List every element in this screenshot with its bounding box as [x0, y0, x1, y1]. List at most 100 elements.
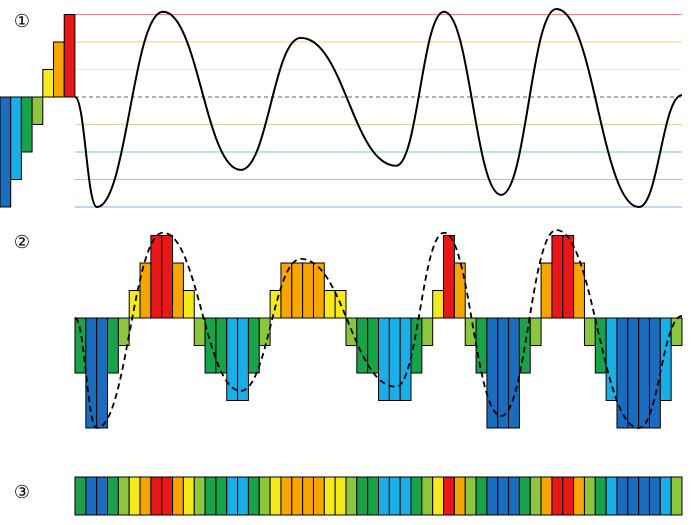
symbol-bar [583, 317, 596, 346]
symbol-cell [117, 476, 130, 516]
symbol-cell [562, 476, 575, 516]
symbol-cell [529, 476, 542, 516]
symbol-cell [616, 476, 629, 516]
step-label: ① [14, 11, 30, 32]
symbol-cell [367, 476, 379, 516]
symbol-bar [117, 317, 130, 346]
symbol-bar [302, 262, 314, 319]
symbol-bar [193, 317, 206, 346]
symbol-cell [85, 476, 98, 516]
symbol-bar [291, 262, 304, 319]
symbol-bar [258, 317, 271, 346]
symbol-cell [323, 476, 336, 516]
symbol-bar [432, 290, 445, 319]
symbol-cell [540, 476, 553, 516]
symbol-cell [107, 476, 119, 516]
symbol-bar [247, 317, 260, 374]
symbol-cell [280, 476, 293, 516]
signal-curve-dashed [74, 229, 683, 429]
symbol-cell [627, 476, 640, 516]
symbol-cell [96, 476, 109, 516]
level-bar [63, 14, 76, 98]
symbol-bar [367, 317, 379, 374]
symbol-bar [475, 317, 488, 374]
level-bar [31, 96, 44, 125]
symbol-cell [269, 476, 282, 516]
symbol-cell [150, 476, 163, 516]
symbol-bar [378, 317, 390, 401]
symbol-cell [139, 476, 152, 516]
symbol-cell [583, 476, 596, 516]
symbol-cell [237, 476, 249, 516]
symbol-bar [453, 262, 466, 319]
symbol-bar [182, 290, 195, 319]
symbol-bar [128, 290, 141, 319]
symbol-cell [518, 476, 531, 516]
symbol-cell [399, 476, 412, 516]
symbol-bar [605, 317, 618, 401]
symbol-cell [182, 476, 195, 516]
symbol-cell [215, 476, 228, 516]
symbol-bar [594, 317, 607, 374]
step-label: ② [14, 232, 30, 253]
symbol-bar [280, 262, 293, 319]
symbol-bar [356, 317, 369, 374]
symbol-cell [551, 476, 564, 516]
symbol-cell [443, 476, 455, 516]
symbol-cell [356, 476, 369, 516]
symbol-cell [302, 476, 314, 516]
symbol-cell [226, 476, 239, 516]
symbol-cell [594, 476, 607, 516]
level-bar [42, 69, 54, 98]
symbol-bar [421, 317, 434, 346]
symbol-bar [573, 262, 585, 319]
symbol-cell [345, 476, 358, 516]
symbol-bar [443, 235, 455, 319]
symbol-bar [139, 262, 152, 319]
symbol-cell [638, 476, 650, 516]
symbol-cell [334, 476, 347, 516]
symbol-cell [410, 476, 423, 516]
symbol-cell [432, 476, 445, 516]
symbol-cell [378, 476, 390, 516]
level-bar [10, 96, 22, 180]
symbol-cell [497, 476, 510, 516]
symbol-bar [237, 317, 249, 401]
level-bar [20, 96, 33, 153]
symbol-cell [670, 476, 683, 516]
symbol-bar [464, 317, 477, 346]
symbol-bar [497, 317, 510, 429]
symbol-bar [74, 317, 87, 374]
symbol-cell [464, 476, 477, 516]
symbol-cell [193, 476, 206, 516]
symbol-bar [638, 317, 650, 429]
symbol-cell [573, 476, 585, 516]
level-bar [0, 96, 12, 208]
symbol-cell [605, 476, 618, 516]
symbol-cell [258, 476, 271, 516]
symbol-bar [323, 290, 336, 319]
level-bar [53, 41, 65, 98]
symbol-cell [161, 476, 174, 516]
symbol-bar [107, 317, 119, 374]
step-label: ③ [14, 482, 30, 503]
symbol-cell [475, 476, 488, 516]
symbol-bar [96, 317, 109, 429]
symbol-bar [518, 317, 531, 374]
signal-curve [74, 7, 683, 209]
symbol-cell [421, 476, 434, 516]
symbol-cell [659, 476, 672, 516]
symbol-cell [453, 476, 466, 516]
symbol-bar [508, 317, 520, 429]
symbol-cell [74, 476, 87, 516]
symbol-cell [247, 476, 260, 516]
symbol-cell [508, 476, 520, 516]
symbol-bar [540, 262, 553, 319]
symbol-cell [648, 476, 661, 516]
symbol-bar [388, 317, 401, 401]
symbol-bar [486, 317, 499, 429]
symbol-cell [388, 476, 401, 516]
symbol-cell [172, 476, 184, 516]
symbol-bar [627, 317, 640, 429]
